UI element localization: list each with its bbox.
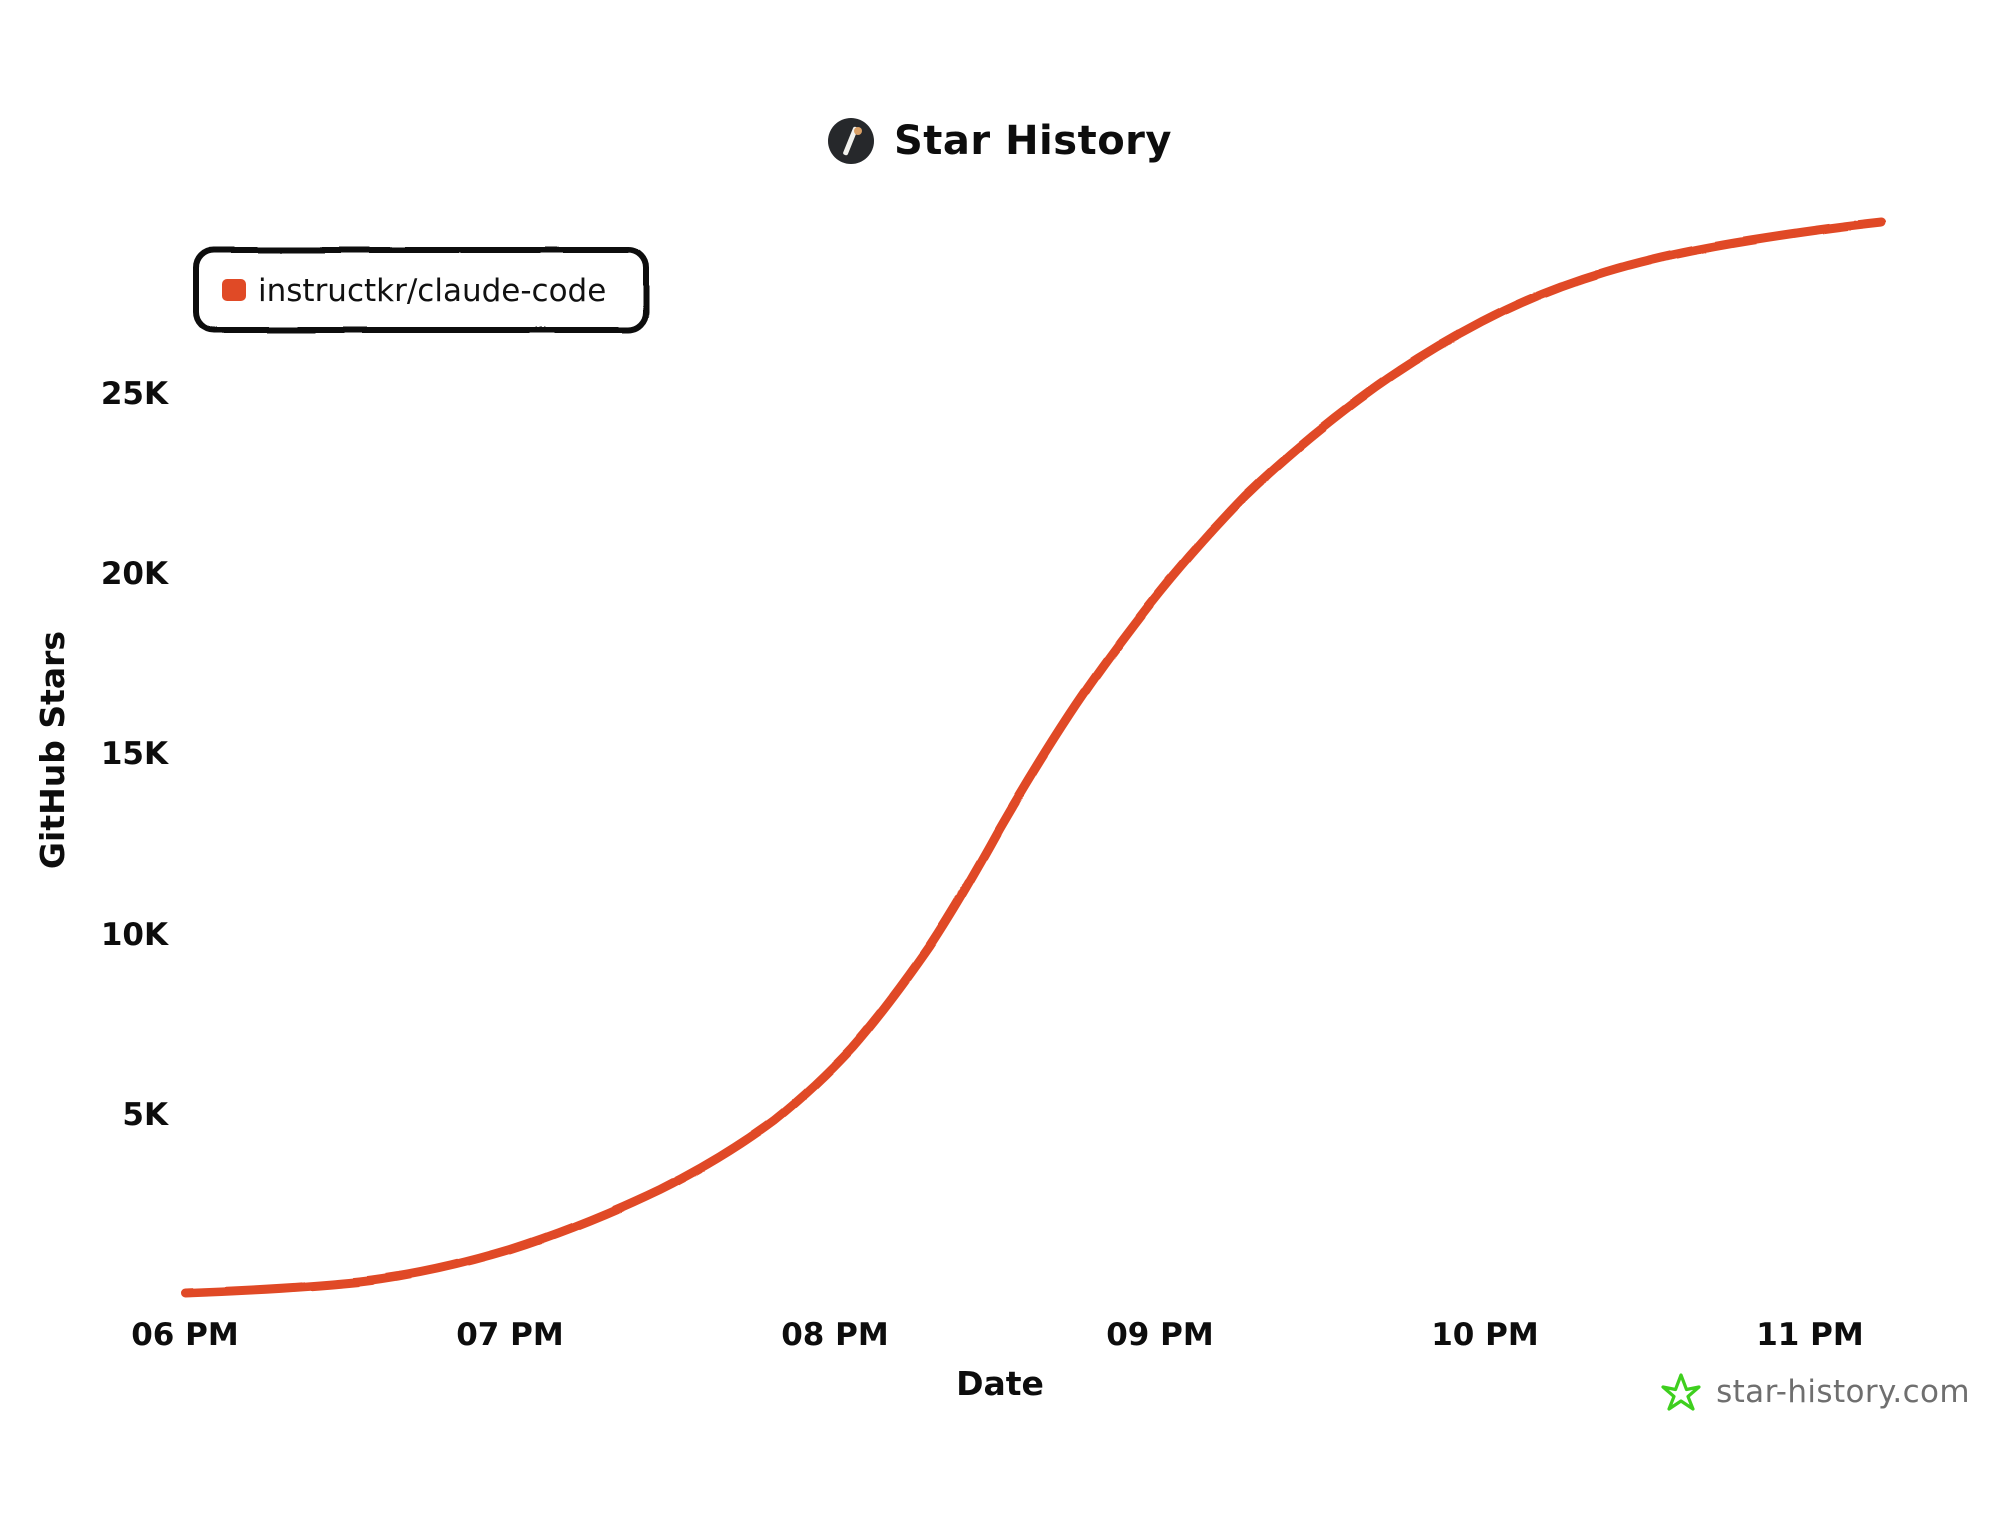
y-axis-tick-labels: 5K 10K 15K 20K 25K	[101, 376, 169, 1133]
x-axis-tick-labels: 06 PM 07 PM 08 PM 09 PM 10 PM 11 PM	[131, 1317, 1864, 1353]
chart-legend[interactable]: instructkr/claude-code	[193, 247, 649, 333]
y-tick-label: 10K	[101, 917, 169, 953]
x-tick-label: 06 PM	[131, 1317, 239, 1353]
green-star-icon	[1661, 1373, 1701, 1411]
watermark[interactable]: star-history.com	[1660, 1371, 1970, 1413]
y-tick-label: 5K	[122, 1097, 169, 1133]
y-axis-title: GitHub Stars	[33, 631, 72, 869]
x-tick-label: 07 PM	[456, 1317, 564, 1353]
y-tick-label: 20K	[101, 556, 169, 592]
legend-swatch-icon	[222, 279, 246, 301]
watermark-label: star-history.com	[1716, 1374, 1970, 1410]
series-line-instructkr-claude-code	[180, 217, 1887, 1298]
y-tick-label: 15K	[101, 736, 169, 772]
y-tick-label: 25K	[101, 376, 169, 412]
x-axis-title: Date	[956, 1364, 1044, 1403]
legend-label: instructkr/claude-code	[258, 273, 606, 309]
x-tick-label: 11 PM	[1756, 1317, 1864, 1353]
x-tick-label: 10 PM	[1431, 1317, 1539, 1353]
legend-box	[193, 247, 649, 333]
x-tick-label: 08 PM	[781, 1317, 889, 1353]
x-tick-label: 09 PM	[1106, 1317, 1214, 1353]
